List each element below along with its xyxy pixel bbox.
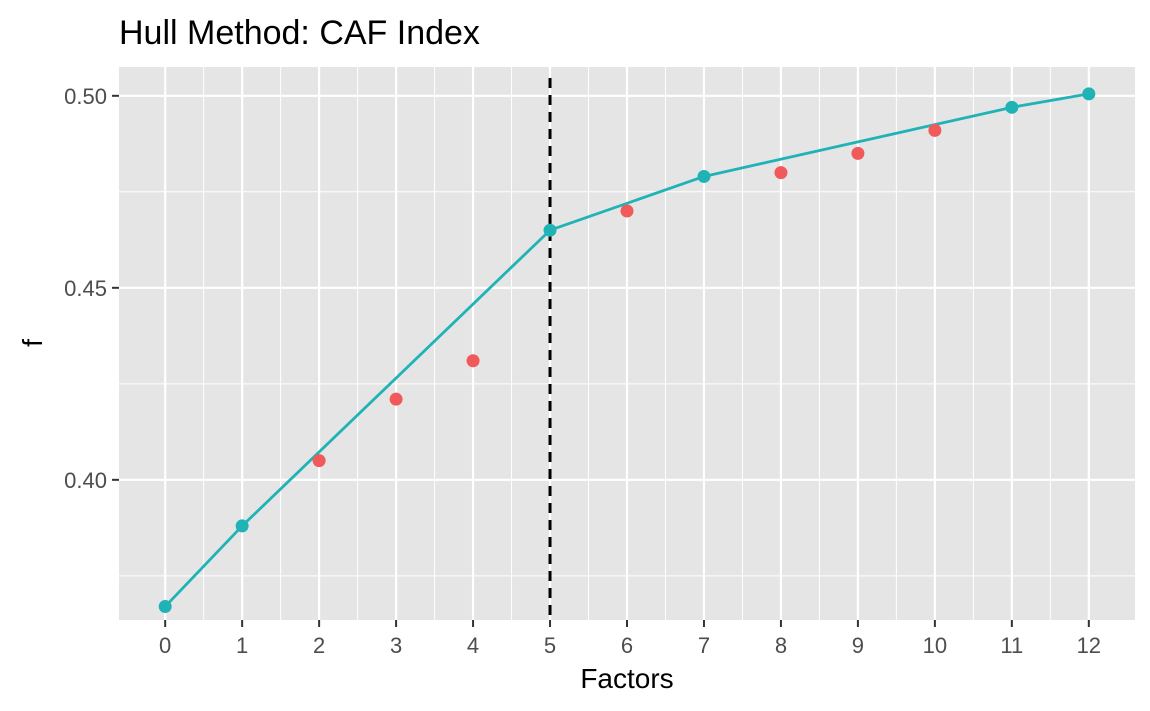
series-layer: [158, 87, 1096, 614]
hull-point: [1082, 87, 1096, 101]
hull-point: [543, 223, 557, 237]
x-tick-label: 8: [775, 633, 787, 658]
hull-point: [1005, 100, 1019, 114]
hull-line: [163, 92, 1091, 608]
y-tick-label: 0.45: [64, 276, 107, 301]
x-tick-label: 3: [390, 633, 402, 658]
off-hull-point: [312, 454, 326, 468]
x-tick-label: 12: [1077, 633, 1101, 658]
off-hull-point: [466, 354, 480, 368]
x-tick-label: 10: [923, 633, 947, 658]
hull-point: [235, 519, 249, 533]
chart-title: Hull Method: CAF Index: [119, 14, 480, 52]
y-axis-ticks: 0.40 0.45 0.50: [64, 84, 119, 493]
off-hull-point: [389, 392, 403, 406]
x-tick-label: 6: [621, 633, 633, 658]
x-tick-label: 9: [852, 633, 864, 658]
x-tick-label: 0: [159, 633, 171, 658]
y-tick-label: 0.40: [64, 468, 107, 493]
off-hull-point: [851, 146, 865, 160]
off-hull-point: [774, 166, 788, 180]
x-tick-label: 11: [1000, 633, 1023, 658]
x-tick-label: 4: [467, 633, 479, 658]
x-tick-label: 1: [236, 633, 248, 658]
x-tick-label: 2: [313, 633, 325, 658]
hull-point: [697, 169, 711, 183]
x-tick-label: 5: [544, 633, 556, 658]
off-hull-point: [928, 123, 942, 137]
y-axis-title: f: [17, 339, 48, 347]
x-tick-label: 7: [698, 633, 710, 658]
x-axis-title: Factors: [580, 663, 673, 694]
y-tick-label: 0.50: [64, 84, 107, 109]
x-axis-ticks: 0 1 2 3 4 5 6 7 8 9 10 11 12: [159, 620, 1101, 658]
hull-point: [158, 600, 172, 614]
off-hull-point: [620, 204, 634, 218]
